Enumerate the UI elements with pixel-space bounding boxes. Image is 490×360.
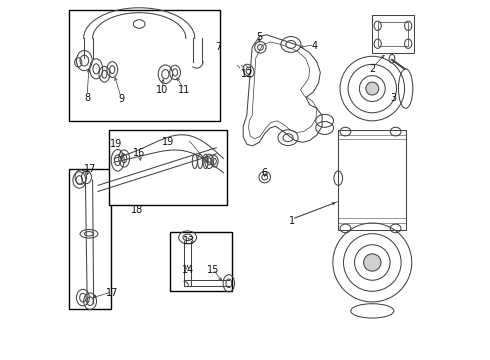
Text: 19: 19: [162, 138, 174, 147]
Text: 3: 3: [391, 93, 397, 103]
Text: 6: 6: [262, 168, 268, 178]
Text: 10: 10: [156, 85, 169, 95]
Text: 2: 2: [369, 64, 375, 74]
Bar: [378, 22, 408, 45]
Bar: [109, 130, 227, 205]
Text: 12: 12: [241, 69, 253, 79]
Text: 17: 17: [84, 164, 96, 174]
Text: 7: 7: [215, 42, 221, 52]
Bar: [170, 232, 232, 291]
Text: 16: 16: [133, 148, 146, 158]
Text: 9: 9: [118, 94, 124, 104]
Text: 1: 1: [289, 216, 294, 226]
Circle shape: [366, 82, 379, 95]
Bar: [69, 10, 220, 121]
Text: 17: 17: [106, 288, 119, 298]
Text: 4: 4: [312, 41, 318, 50]
Text: 13: 13: [183, 236, 196, 246]
Text: 5: 5: [256, 32, 263, 41]
Text: 11: 11: [178, 85, 190, 95]
Text: 15: 15: [207, 265, 219, 275]
Bar: [69, 169, 111, 309]
Text: 8: 8: [84, 93, 90, 103]
Text: 19: 19: [110, 139, 122, 149]
Text: 18: 18: [131, 206, 144, 216]
Bar: [372, 15, 414, 53]
Circle shape: [364, 254, 381, 271]
Text: 14: 14: [181, 265, 194, 275]
